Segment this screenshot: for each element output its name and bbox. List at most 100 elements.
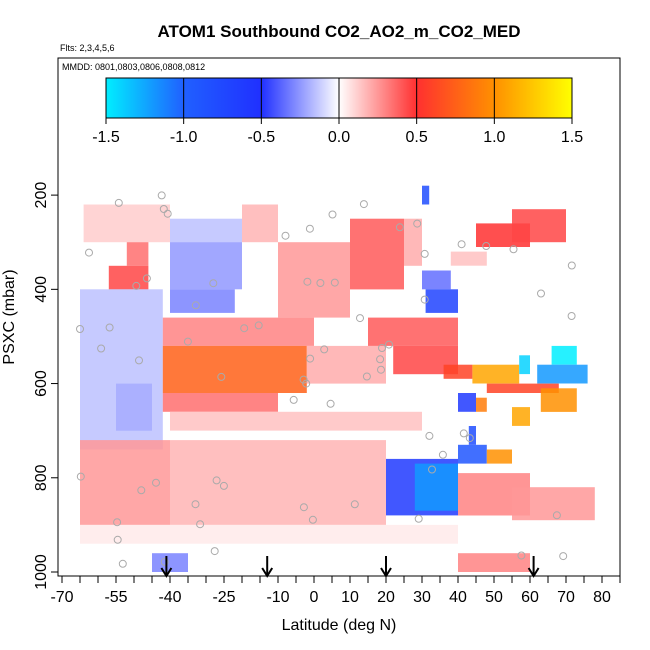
sample-marker: [330, 278, 339, 287]
sample-marker: [362, 372, 371, 381]
colorbar-tick-label: -1.0: [170, 129, 198, 146]
sample-marker: [537, 289, 545, 298]
y-tick-label: 600: [33, 370, 50, 397]
heatmap-cell: [512, 209, 566, 243]
sample-marker: [299, 503, 308, 512]
heatmap-cell: [162, 393, 278, 412]
sample-marker: [183, 337, 192, 346]
heatmap-cell: [170, 440, 386, 525]
heatmap-cell: [443, 364, 473, 379]
sample-marker: [281, 231, 290, 240]
sample-marker: [420, 249, 429, 258]
heatmap-cell: [458, 393, 476, 412]
sample-marker: [137, 486, 146, 495]
sample-marker: [425, 431, 434, 440]
sample-marker: [316, 279, 325, 287]
colorbar: -1.5 -1.0 -0.5 0.0 0.5 1.0 1.5: [92, 77, 583, 146]
sample-marker: [191, 301, 200, 310]
y-tick-label: 800: [33, 464, 50, 491]
heatmap-cell: [422, 185, 430, 205]
heatmap-cell: [404, 218, 422, 266]
sample-marker: [482, 242, 491, 250]
x-tick-label: -70: [50, 589, 73, 606]
sample-marker: [328, 210, 337, 219]
heatmap-cell: [368, 317, 458, 346]
sample-marker: [395, 223, 404, 232]
heatmap-cell: [170, 242, 242, 290]
x-tick-label: 40: [449, 589, 467, 606]
arrow-marker: [261, 556, 274, 578]
y-axis-label: PSXC (mbar): [1, 269, 18, 364]
heatmap-cell: [414, 463, 458, 511]
sample-marker: [414, 514, 423, 523]
sample-marker: [413, 219, 422, 228]
heatmap-cell: [170, 218, 242, 243]
x-tick-label: 70: [557, 589, 575, 606]
sample-marker: [308, 515, 317, 524]
sample-marker: [114, 198, 123, 207]
sample-marker: [210, 547, 219, 556]
sample-marker: [113, 535, 122, 544]
sample-marker: [509, 245, 518, 254]
heatmap-cell: [278, 242, 350, 318]
sample-marker: [212, 476, 221, 485]
colorbar-tick-label: 1.0: [483, 129, 505, 146]
sample-marker: [163, 209, 172, 218]
sample-marker: [191, 500, 200, 509]
heatmap-cell: [83, 204, 170, 243]
chart-title: ATOM1 Southbound CO2_AO2_m_CO2_MED: [157, 22, 520, 41]
x-tick-label: -10: [266, 589, 289, 606]
flights-label: Flts: 2,3,4,5,6: [60, 43, 115, 53]
heatmap-cell: [80, 524, 458, 544]
heatmap-cell: [551, 345, 577, 365]
sample-marker: [377, 365, 385, 374]
sample-marker: [356, 314, 364, 323]
sample-marker: [306, 354, 315, 363]
heatmap-cell: [519, 355, 530, 375]
heatmap-cell: [486, 449, 512, 464]
sample-marker: [97, 344, 106, 353]
heatmap-cell: [80, 440, 170, 525]
sample-marker: [552, 511, 561, 520]
heatmap-cell: [537, 364, 588, 384]
sample-marker: [132, 281, 141, 290]
heatmap-cell: [242, 204, 278, 243]
sample-marker: [217, 372, 226, 381]
x-tick-label: -55: [104, 589, 127, 606]
sample-marker: [299, 375, 308, 384]
x-tick-label: -40: [158, 589, 181, 606]
arrow-marker: [527, 556, 540, 578]
x-axis-label: Latitude (deg N): [282, 617, 397, 634]
sample-marker: [305, 224, 314, 233]
sample-marker: [118, 559, 127, 568]
x-axis: -70 -55 -40 -25 -10 0 10 20 30 40 50 60 70 80: [50, 575, 621, 606]
y-tick-label: 400: [33, 276, 50, 303]
x-tick-label: 30: [413, 589, 431, 606]
heatmap-cell: [162, 317, 314, 346]
sample-marker: [459, 429, 468, 438]
sample-marker: [152, 478, 160, 487]
x-tick-label: 0: [310, 589, 319, 606]
data-markers: [76, 191, 576, 568]
heatmap-cell: [450, 251, 487, 266]
sample-marker: [209, 279, 218, 288]
sample-marker: [457, 240, 466, 249]
sample-marker: [76, 325, 84, 333]
sample-marker: [159, 205, 168, 213]
heatmap-cell: [540, 388, 577, 412]
colorbar-tick-label: -0.5: [248, 129, 276, 146]
heatmap-cell: [306, 345, 386, 384]
x-tick-label: 50: [485, 589, 503, 606]
sample-marker: [85, 248, 93, 257]
x-tick-label: 80: [593, 589, 611, 606]
plot-area: [80, 185, 595, 572]
sample-marker: [135, 356, 143, 365]
sample-marker: [105, 323, 114, 332]
x-tick-label: 20: [377, 589, 395, 606]
sample-marker: [320, 345, 329, 354]
colorbar-tick-label: 0.0: [328, 129, 350, 146]
heatmap-cell: [486, 383, 559, 393]
dates-label: MMDD: 0801,0803,0806,0808,0812: [62, 62, 205, 72]
sample-marker: [465, 434, 474, 443]
sample-marker: [196, 520, 205, 529]
